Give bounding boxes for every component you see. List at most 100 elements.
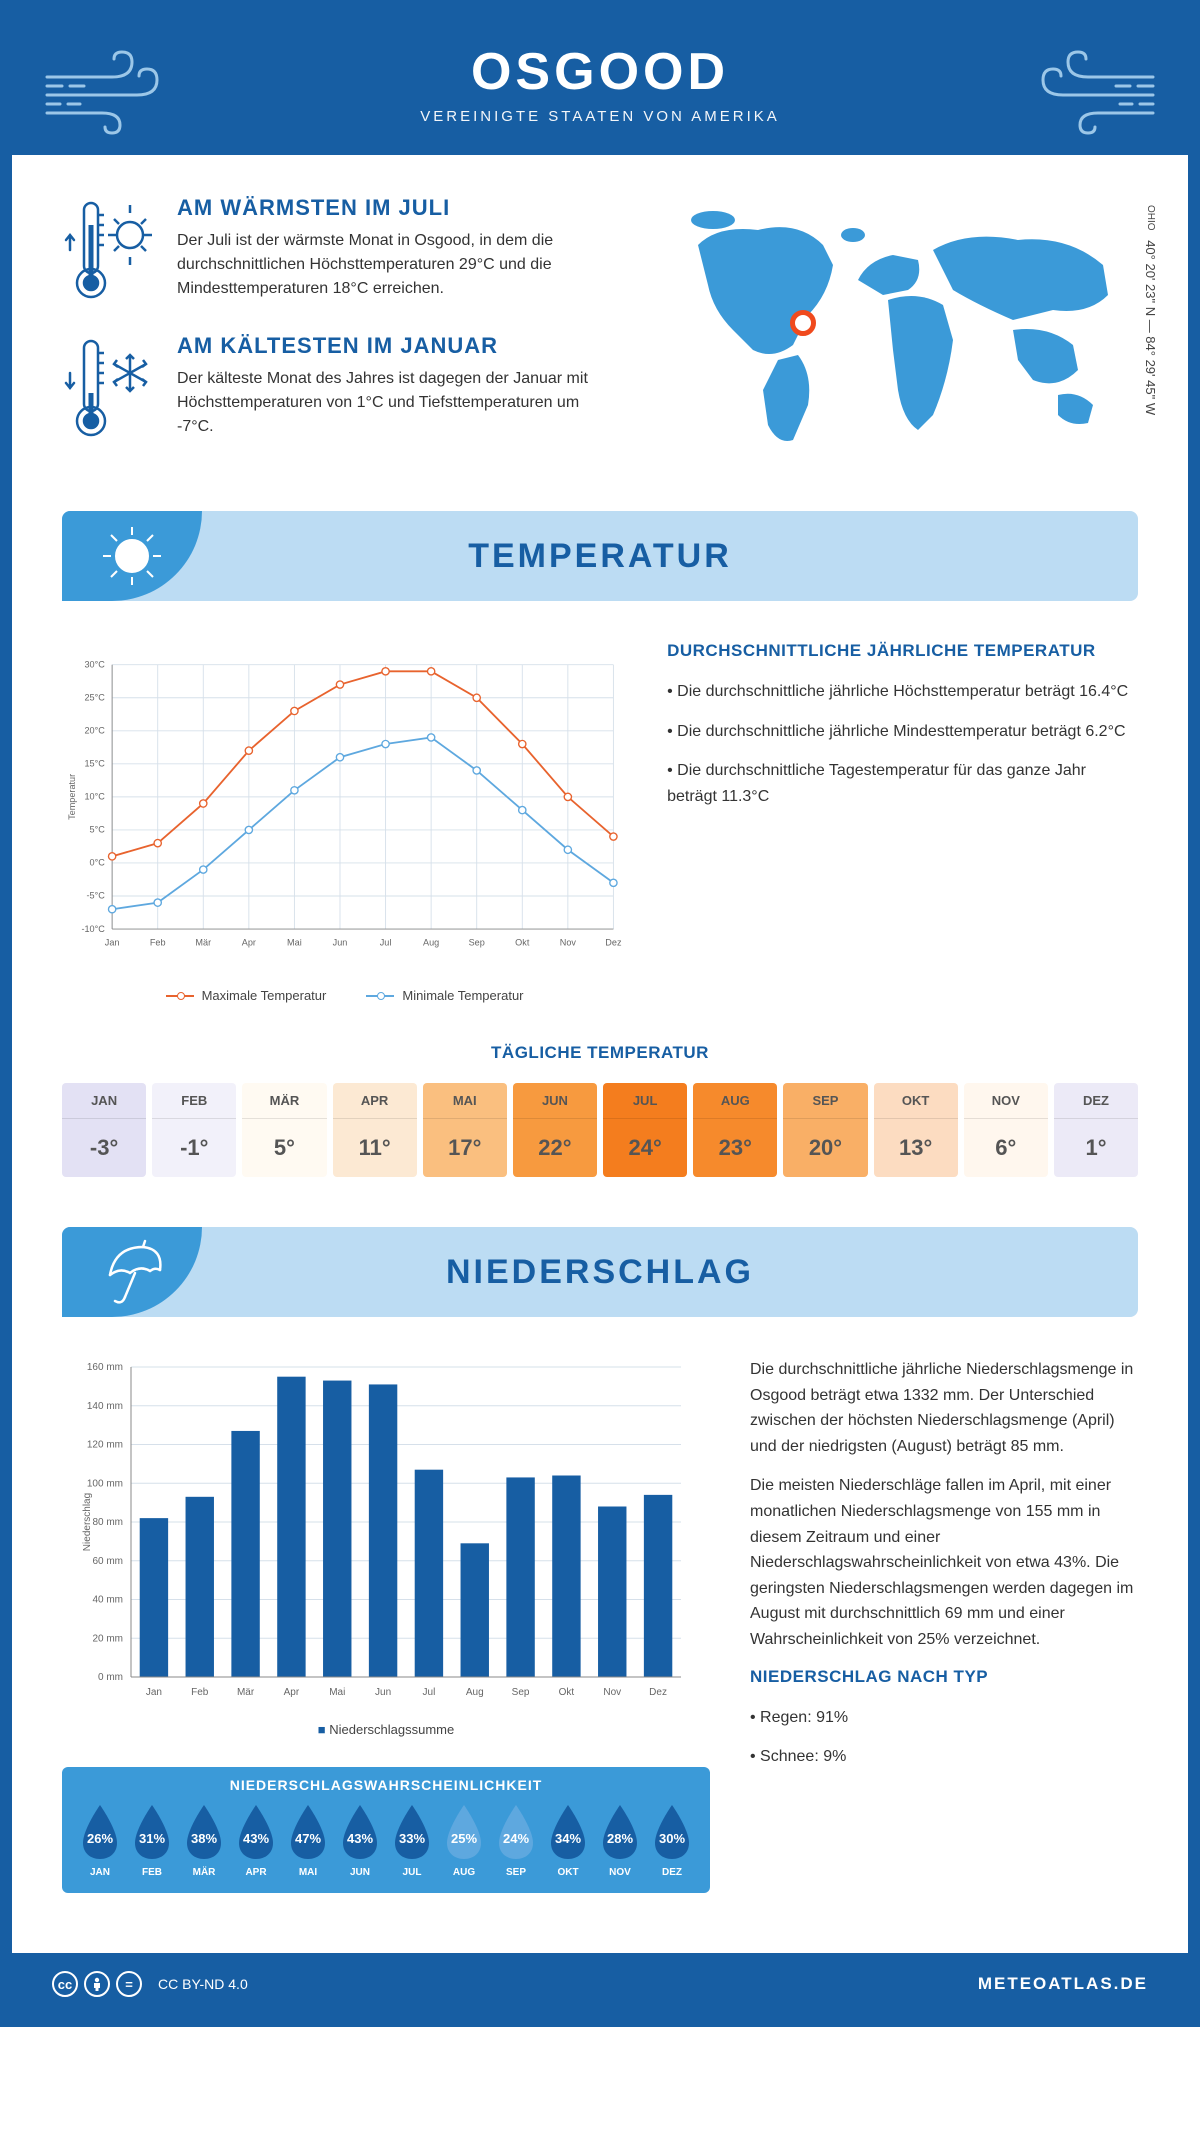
svg-text:140 mm: 140 mm (87, 1401, 123, 1412)
drop-icon: 47% (285, 1803, 331, 1861)
temp-month: FEB (152, 1083, 236, 1119)
prob-drop: 43% APR (233, 1803, 279, 1878)
page-subtitle: VEREINIGTE STAATEN VON AMERIKA (32, 108, 1168, 125)
svg-text:Dez: Dez (649, 1687, 667, 1698)
fact-text: AM KÄLTESTEN IM JANUAR Der kälteste Mona… (177, 333, 618, 443)
prob-value: 26% (87, 1831, 113, 1846)
svg-text:Feb: Feb (150, 937, 166, 947)
prob-value: 28% (607, 1831, 633, 1846)
prob-value: 38% (191, 1831, 217, 1846)
svg-text:Okt: Okt (515, 937, 530, 947)
prob-drop: 33% JUL (389, 1803, 435, 1878)
daily-temp-title: TÄGLICHE TEMPERATUR (62, 1043, 1138, 1063)
drop-icon: 31% (129, 1803, 175, 1861)
prob-month: AUG (441, 1867, 487, 1878)
footer: cc = CC BY-ND 4.0 METEOATLAS.DE (12, 1953, 1188, 2015)
svg-text:Aug: Aug (466, 1687, 484, 1698)
map-region: OHIO (1145, 205, 1156, 231)
svg-text:5°C: 5°C (90, 825, 106, 835)
svg-text:Dez: Dez (605, 937, 622, 947)
prob-month: JAN (77, 1867, 123, 1878)
prob-month: APR (233, 1867, 279, 1878)
temp-cell: MAI17° (423, 1083, 507, 1177)
svg-text:Mär: Mär (237, 1687, 255, 1698)
svg-text:Mai: Mai (287, 937, 302, 947)
svg-text:Jun: Jun (333, 937, 348, 947)
info-title: DURCHSCHNITTLICHE JÄHRLICHE TEMPERATUR (667, 641, 1138, 661)
precip-para: Die meisten Niederschläge fallen im Apri… (750, 1473, 1138, 1652)
svg-text:-5°C: -5°C (87, 891, 106, 901)
svg-text:Nov: Nov (560, 937, 577, 947)
prob-month: NOV (597, 1867, 643, 1878)
temp-cell: APR11° (333, 1083, 417, 1177)
drop-icon: 43% (233, 1803, 279, 1861)
legend-max: Maximale Temperatur (166, 988, 327, 1003)
temp-month: AUG (693, 1083, 777, 1119)
temperature-line-chart: -10°C-5°C0°C5°C10°C15°C20°C25°C30°CJanFe… (62, 641, 627, 971)
cc-icon: cc (52, 1971, 78, 1997)
info-bullet: Die durchschnittliche jährliche Mindestt… (667, 719, 1138, 745)
drop-icon: 25% (441, 1803, 487, 1861)
fact-body: Der kälteste Monat des Jahres ist dagege… (177, 367, 618, 439)
fact-cold: AM KÄLTESTEN IM JANUAR Der kälteste Mona… (62, 333, 618, 443)
temp-value: 23° (693, 1119, 777, 1177)
line-chart-box: -10°C-5°C0°C5°C10°C15°C20°C25°C30°CJanFe… (62, 641, 627, 1003)
svg-text:10°C: 10°C (84, 792, 105, 802)
prob-title: NIEDERSCHLAGSWAHRSCHEINLICHKEIT (77, 1767, 695, 1803)
prob-value: 43% (347, 1831, 373, 1846)
svg-text:Jan: Jan (105, 937, 120, 947)
chart-legend: Maximale Temperatur Minimale Temperatur (62, 988, 627, 1003)
prob-month: DEZ (649, 1867, 695, 1878)
svg-text:30°C: 30°C (84, 659, 105, 669)
prob-value: 43% (243, 1831, 269, 1846)
temp-cell: AUG23° (693, 1083, 777, 1177)
cc-by-icon (84, 1971, 110, 1997)
svg-text:Mär: Mär (195, 937, 211, 947)
prob-grid: 26% JAN 31% FEB 38% MÄR 43% APR 47% MAI … (77, 1803, 695, 1878)
daily-temp-grid: JAN-3°FEB-1°MÄR5°APR11°MAI17°JUN22°JUL24… (62, 1083, 1138, 1177)
section-header-precip: NIEDERSCHLAG (62, 1227, 1138, 1317)
prob-value: 25% (451, 1831, 477, 1846)
temp-month: MAI (423, 1083, 507, 1119)
temp-cell: NOV6° (964, 1083, 1048, 1177)
svg-text:20°C: 20°C (84, 726, 105, 736)
svg-text:Apr: Apr (284, 1687, 300, 1698)
umbrella-icon (62, 1227, 202, 1317)
prob-drop: 38% MÄR (181, 1803, 227, 1878)
header: OSGOOD VEREINIGTE STAATEN VON AMERIKA (12, 12, 1188, 155)
temp-cell: MÄR5° (242, 1083, 326, 1177)
prob-value: 47% (295, 1831, 321, 1846)
svg-text:Nov: Nov (603, 1687, 621, 1698)
thermometer-snow-icon (62, 333, 157, 443)
precip-info: Die durchschnittliche jährliche Niedersc… (750, 1357, 1138, 1893)
map-coords: OHIO 40° 20' 23" N — 84° 29' 45" W (1143, 205, 1158, 415)
page: OSGOOD VEREINIGTE STAATEN VON AMERIKA (0, 0, 1200, 2027)
license-text: CC BY-ND 4.0 (158, 1976, 248, 1992)
temp-value: 24° (603, 1119, 687, 1177)
svg-text:40 mm: 40 mm (92, 1595, 123, 1606)
precip-types: Regen: 91%Schnee: 9% (750, 1705, 1138, 1770)
section-title: TEMPERATUR (468, 537, 732, 576)
temp-month: MÄR (242, 1083, 326, 1119)
prob-drop: 43% JUN (337, 1803, 383, 1878)
prob-value: 31% (139, 1831, 165, 1846)
svg-text:Sep: Sep (512, 1687, 530, 1698)
precip-chart-row: 0 mm20 mm40 mm60 mm80 mm100 mm120 mm140 … (62, 1357, 1138, 1893)
top-grid: AM WÄRMSTEN IM JULI Der Juli ist der wär… (62, 195, 1138, 471)
info-bullets: Die durchschnittliche jährliche Höchstte… (667, 679, 1138, 809)
temp-value: -1° (152, 1119, 236, 1177)
daily-temp: TÄGLICHE TEMPERATUR JAN-3°FEB-1°MÄR5°APR… (62, 1043, 1138, 1177)
svg-text:Apr: Apr (242, 937, 256, 947)
prob-drop: 31% FEB (129, 1803, 175, 1878)
section-title: NIEDERSCHLAG (446, 1253, 754, 1292)
prob-drop: 24% SEP (493, 1803, 539, 1878)
temp-month: DEZ (1054, 1083, 1138, 1119)
temp-value: 1° (1054, 1119, 1138, 1177)
svg-text:160 mm: 160 mm (87, 1362, 123, 1373)
svg-text:15°C: 15°C (84, 759, 105, 769)
temp-month: OKT (874, 1083, 958, 1119)
svg-text:20 mm: 20 mm (92, 1633, 123, 1644)
temperature-chart-row: -10°C-5°C0°C5°C10°C15°C20°C25°C30°CJanFe… (62, 641, 1138, 1003)
temp-value: 17° (423, 1119, 507, 1177)
legend-min: Minimale Temperatur (366, 988, 523, 1003)
